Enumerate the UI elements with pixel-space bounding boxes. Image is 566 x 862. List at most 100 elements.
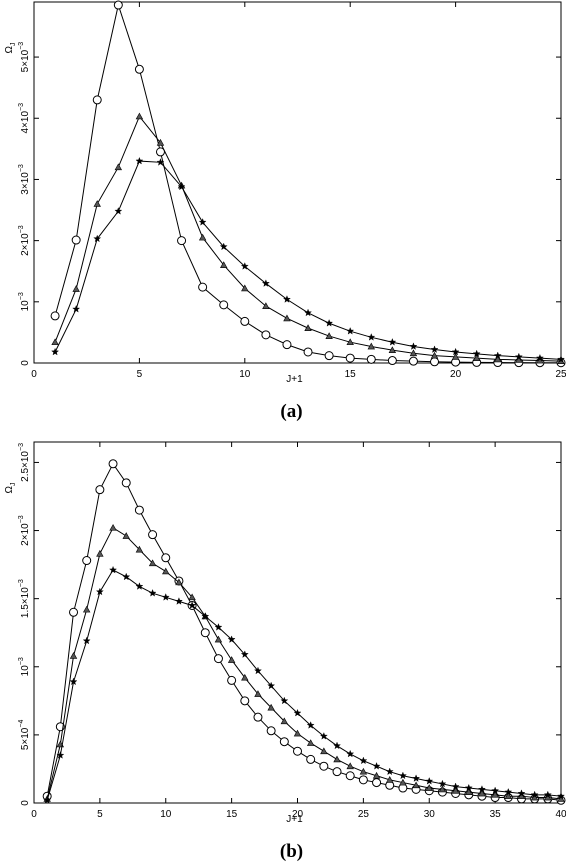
data-point-circle [82, 556, 92, 566]
data-point-triangle [494, 355, 502, 363]
data-point-star [464, 783, 473, 792]
data-point-circle [200, 628, 210, 638]
data-point-star [267, 681, 276, 690]
y-tick-label: 5×10−4 [18, 720, 31, 751]
data-point-star [472, 349, 481, 358]
data-point-triangle [135, 545, 144, 553]
data-point-triangle [346, 762, 354, 770]
data-point-triangle [175, 578, 183, 586]
data-point-circle [177, 236, 187, 246]
y-tick-exponent: −3 [18, 292, 25, 300]
x-tick-label: 10 [160, 809, 172, 820]
data-point-star [359, 756, 368, 765]
data-point-circle [324, 351, 334, 361]
data-point-star [161, 593, 170, 601]
data-point-circle [227, 675, 237, 685]
x-tick-label: 25 [358, 809, 370, 820]
y-tick-label: 2×10−3 [18, 225, 31, 256]
data-point-triangle [304, 324, 312, 331]
data-point-triangle [320, 747, 328, 755]
data-point-triangle [96, 549, 104, 557]
y-axis-title: ΩJ [4, 483, 17, 494]
data-point-triangle [438, 785, 447, 793]
data-point-triangle [472, 354, 481, 361]
data-point-star [491, 786, 500, 795]
data-point-circle [134, 64, 144, 74]
y-tick-mantissa: 5×10 [20, 727, 31, 750]
data-point-circle [198, 282, 208, 292]
data-point-star [135, 156, 144, 165]
data-point-star [253, 666, 262, 675]
data-point-triangle [162, 567, 170, 575]
y-axis-title-symbol: Ω [4, 45, 15, 53]
data-point-circle [71, 235, 81, 245]
data-point-star [372, 762, 381, 770]
data-point-circle [161, 553, 171, 563]
series-star [43, 565, 565, 804]
data-point-circle [293, 746, 302, 756]
data-point-circle [219, 300, 229, 310]
series-triangle [43, 524, 565, 802]
y-tick-mantissa: 3×10 [20, 172, 31, 195]
data-point-star [535, 353, 544, 362]
x-tick-label: 40 [555, 809, 566, 820]
y-tick-label: 10−3 [18, 657, 31, 676]
y-tick-mantissa: 2×10 [20, 233, 31, 256]
data-point-circle [387, 356, 397, 366]
data-point-circle [279, 737, 289, 747]
data-point-triangle [359, 767, 368, 775]
data-point-triangle [254, 690, 262, 697]
data-point-triangle [388, 346, 397, 354]
series-star [51, 156, 565, 363]
data-point-triangle [241, 284, 249, 292]
data-point-circle [332, 767, 342, 777]
y-tick-mantissa: 10 [20, 665, 31, 677]
data-point-star [82, 636, 91, 645]
data-point-star [530, 790, 539, 799]
data-point-circle [303, 347, 313, 357]
data-point-star [56, 751, 65, 759]
y-tick-mantissa: 5×10 [20, 49, 31, 72]
data-point-circle [148, 530, 158, 540]
data-point-triangle [306, 739, 315, 746]
data-point-star [385, 767, 394, 776]
data-point-star [69, 677, 78, 686]
data-point-star [333, 741, 341, 750]
data-point-circle [95, 485, 105, 495]
data-point-circle [134, 505, 144, 515]
data-point-star [282, 295, 291, 303]
data-point-star [504, 787, 513, 796]
series-line [46, 527, 562, 800]
data-point-star [43, 796, 52, 804]
series-line [46, 569, 562, 801]
data-point-triangle [293, 729, 302, 737]
data-point-circle [253, 712, 263, 722]
data-point-circle [50, 311, 60, 321]
y-axis-title: ΩJ [4, 43, 17, 54]
data-point-triangle [220, 261, 228, 268]
y-tick-label: 2×10−3 [18, 515, 31, 546]
x-tick-label: 0 [31, 809, 37, 820]
data-point-triangle [346, 338, 354, 346]
data-point-star [346, 327, 355, 335]
data-point-triangle [69, 652, 78, 659]
y-tick-exponent: −3 [18, 579, 25, 587]
data-point-circle [306, 754, 316, 764]
data-point-triangle [280, 717, 289, 725]
data-point-star [304, 308, 313, 317]
panel-a-chart: 0 5 10 15 20 25010−32×10−33×10−34×10−35×10−3J… [4, 0, 566, 422]
y-tick-exponent: −3 [18, 103, 25, 111]
data-point-triangle [188, 593, 196, 601]
data-point-star [188, 601, 197, 609]
y-tick-label: 5×10−3 [18, 42, 31, 73]
y-tick-exponent: −3 [18, 42, 25, 50]
data-point-star [240, 650, 249, 658]
data-point-circle [240, 316, 250, 326]
data-point-star [451, 347, 460, 356]
data-point-triangle [51, 338, 59, 346]
data-point-star [430, 345, 439, 353]
series-circle [42, 459, 566, 805]
data-point-triangle [425, 784, 433, 791]
data-point-star [412, 774, 421, 782]
